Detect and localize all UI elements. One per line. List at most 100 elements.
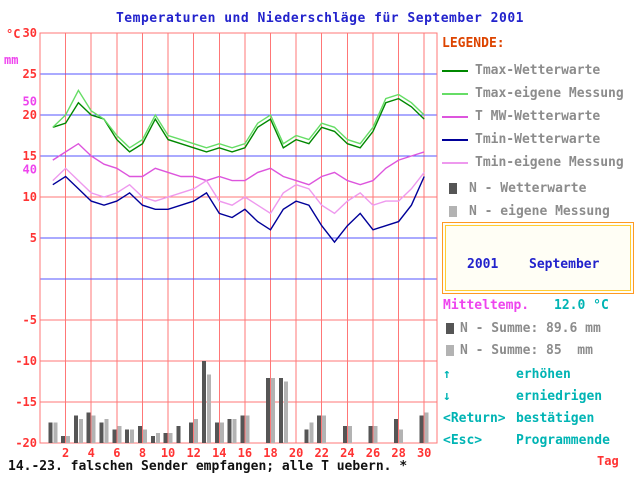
- legend-item-label: Tmax-Wetterwarte: [475, 63, 601, 78]
- precip-bar: [419, 415, 424, 443]
- precip-bar: [53, 422, 58, 443]
- legend-bar-swatch: [449, 206, 457, 217]
- legend-heading: LEGENDE:: [442, 36, 505, 51]
- x-tick: 26: [366, 446, 380, 460]
- legend-item-label: Tmin-Wetterwarte: [475, 132, 601, 147]
- x-tick: 16: [238, 446, 252, 460]
- help-action: Programmende: [516, 433, 610, 448]
- x-tick: 10: [161, 446, 175, 460]
- precip-bar: [219, 422, 224, 443]
- x-tick: 28: [391, 446, 405, 460]
- help-key: <Return>: [443, 411, 506, 426]
- legend-bar-items: N - Wetterwarte N - eigene Messung: [442, 177, 638, 223]
- precip-bar: [150, 436, 155, 443]
- x-tick: 4: [88, 446, 95, 460]
- legend-item-label: T MW-Wetterwarte: [475, 109, 601, 124]
- x-tick: 6: [113, 446, 120, 460]
- precip-bar: [232, 419, 237, 443]
- mean-temperature-label: Mitteltemp.: [443, 298, 530, 313]
- help-row: ↓ erniedrigen: [442, 386, 638, 408]
- precipitation-sums: N - Summe: 89.6 mm N - Summe: 85 mm: [442, 318, 638, 362]
- y-tick-c: -5: [23, 313, 37, 327]
- legend-line-items: Tmax-Wetterwarte Tmax-eigene Messung T MW-…: [442, 59, 638, 174]
- legend-panel: LEGENDE: Tmax-Wetterwarte Tmax-eigene Mes…: [440, 30, 640, 480]
- y-tick-c: -15: [15, 395, 37, 409]
- precip-bar: [125, 429, 130, 443]
- help-action: erhöhen: [516, 367, 571, 382]
- precip-bar: [271, 378, 276, 443]
- precip-bar: [189, 422, 194, 443]
- legend-item: T MW-Wetterwarte: [442, 105, 638, 128]
- precip-bar: [399, 429, 404, 443]
- x-axis-label: Tag: [597, 454, 619, 468]
- precip-bar: [66, 436, 71, 443]
- x-tick: 2: [62, 446, 69, 460]
- temp-line: [52, 97, 425, 153]
- page-title: Temperaturen und Niederschläge für Septe…: [115, 11, 524, 26]
- precip-bar: [48, 422, 53, 443]
- y-tick-c: 15: [23, 149, 37, 163]
- precip-bar: [278, 378, 283, 443]
- y-tick-c: 20: [23, 108, 37, 122]
- precip-bar: [61, 436, 66, 443]
- legend-item-label: N - Wetterwarte: [469, 181, 587, 196]
- y-axis-unit-c: °C: [6, 27, 20, 41]
- legend-line-swatch: [442, 92, 468, 95]
- precip-bar: [322, 415, 327, 443]
- x-tick: 22: [315, 446, 329, 460]
- precip-bar: [227, 419, 232, 443]
- legend-item: Tmax-Wetterwarte: [442, 59, 638, 82]
- legend-line-swatch: [442, 69, 468, 72]
- x-tick: 12: [186, 446, 200, 460]
- status-line: 14.-23. falschen Sender empfangen; alle …: [8, 459, 408, 474]
- precip-bar: [309, 422, 314, 443]
- precip-bar: [214, 422, 219, 443]
- plot-border: [39, 32, 438, 444]
- precip-bar: [142, 429, 147, 443]
- precip-bar: [91, 415, 96, 443]
- help-row: ↑ erhöhen: [442, 364, 638, 386]
- precip-bar: [347, 425, 352, 443]
- temp-line: [52, 142, 425, 186]
- precip-sum-swatch: [446, 345, 454, 356]
- precip-sum-value: 89.6 mm: [546, 321, 601, 336]
- help-key: ↑: [443, 367, 451, 382]
- precip-bar: [201, 361, 206, 443]
- precip-bar: [342, 425, 347, 443]
- x-tick: 30: [417, 446, 431, 460]
- y-tick-mm: 50: [23, 94, 37, 108]
- precip-bar: [86, 412, 91, 443]
- precip-bar: [317, 415, 322, 443]
- x-tick: 8: [139, 446, 146, 460]
- y-tick-c: 10: [23, 190, 37, 204]
- precip-bar: [304, 429, 309, 443]
- precip-sum-row: N - Summe: 85 mm: [442, 340, 638, 362]
- legend-item: Tmax-eigene Messung: [442, 82, 638, 105]
- legend-item-label: N - eigene Messung: [469, 204, 610, 219]
- legend-item-label: Tmax-eigene Messung: [475, 86, 624, 101]
- y-tick-c: 25: [23, 67, 37, 81]
- legend-item: N - eigene Messung: [442, 200, 638, 223]
- y-axis-unit-mm: mm: [4, 53, 18, 67]
- help-action: bestätigen: [516, 411, 595, 426]
- mean-temperature-value: 12.0 °C: [554, 298, 609, 313]
- x-tick: 14: [212, 446, 226, 460]
- precip-bar: [206, 374, 211, 443]
- precip-bar: [73, 415, 78, 443]
- precip-bar: [424, 412, 429, 443]
- help-row: <Return> bestätigen: [442, 408, 638, 430]
- date-year: 2001: [467, 257, 499, 272]
- legend-bar-swatch: [449, 183, 457, 194]
- legend-item: Tmin-Wetterwarte: [442, 128, 638, 151]
- mean-temperature-row: Mitteltemp. 12.0 °C: [442, 298, 638, 316]
- precip-bar: [99, 422, 104, 443]
- legend-item: Tmin-eigene Messung: [442, 151, 638, 174]
- y-tick-c: 30: [23, 26, 37, 40]
- precip-bar: [163, 432, 168, 443]
- precip-bar: [155, 432, 160, 443]
- precip-bar: [245, 415, 250, 443]
- x-tick: 20: [289, 446, 303, 460]
- keyboard-help: ↑ erhöhen ↓ erniedrigen <Return> bestätigen <E…: [442, 364, 638, 452]
- precip-bar: [104, 419, 109, 443]
